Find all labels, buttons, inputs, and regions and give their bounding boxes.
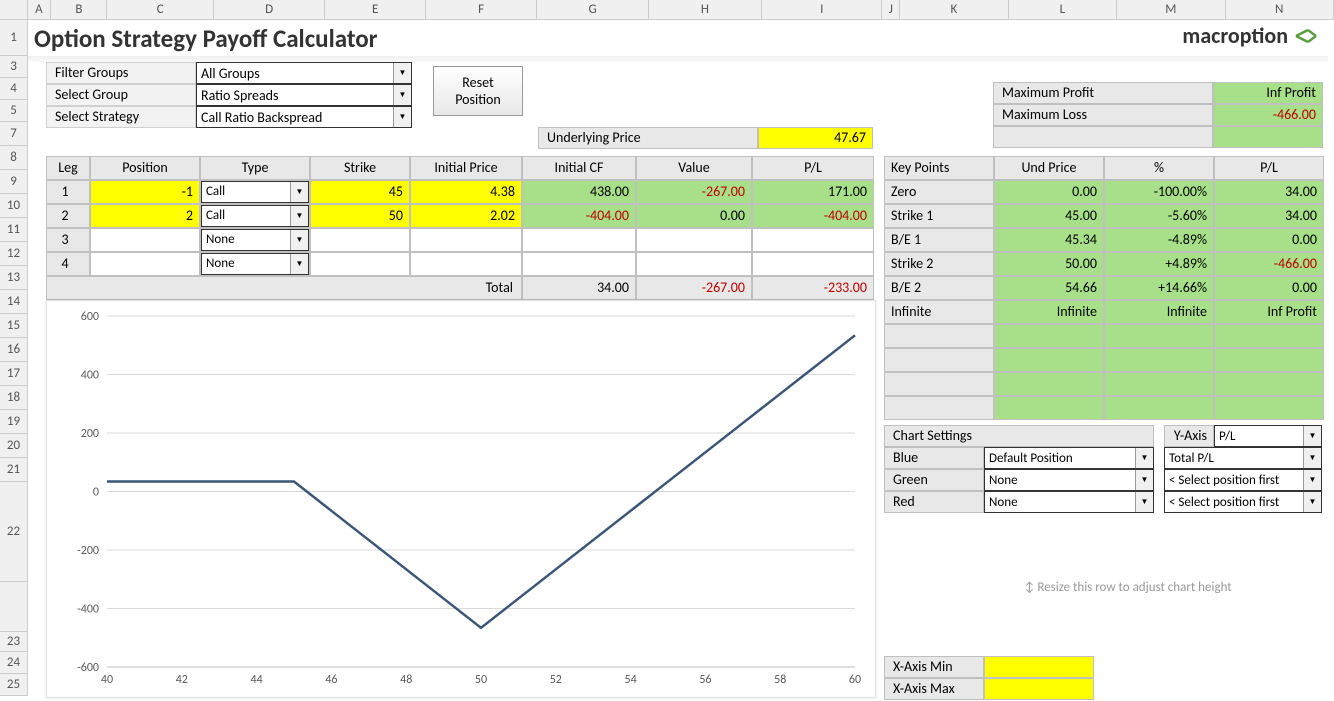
logo: macroption xyxy=(1182,22,1318,49)
chevron-down-icon: ▼ xyxy=(393,85,411,105)
chevron-down-icon: ▼ xyxy=(1303,448,1321,468)
svg-text:40: 40 xyxy=(101,673,113,687)
svg-text:44: 44 xyxy=(251,673,263,687)
yaxis-label: Y-Axis xyxy=(1164,425,1214,447)
xaxis-max-label: X-Axis Max xyxy=(884,678,984,700)
leg-type-dropdown[interactable]: Call▼ xyxy=(201,181,309,203)
leg-type-dropdown[interactable]: Call▼ xyxy=(201,205,309,227)
svg-text:0: 0 xyxy=(93,486,99,500)
select-strategy-label: Select Strategy xyxy=(46,106,196,128)
resize-note: ↕ Resize this row to adjust chart height xyxy=(928,580,1328,595)
yaxis-dropdown[interactable]: P/L ▼ xyxy=(1214,425,1322,447)
select-group-label: Select Group xyxy=(46,84,196,106)
chart-settings-label: Chart Settings xyxy=(884,425,1154,447)
svg-text:200: 200 xyxy=(81,427,99,441)
underlying-price: Underlying Price 47.67 xyxy=(538,127,873,149)
svg-text:56: 56 xyxy=(699,673,711,687)
row-headers: 134578910111213141516171819202122232425 xyxy=(0,20,28,696)
svg-text:48: 48 xyxy=(400,673,412,687)
green-right-dropdown[interactable]: < Select position first ▼ xyxy=(1164,469,1322,491)
select-strategy-dropdown[interactable]: Call Ratio Backspread ▼ xyxy=(196,106,412,128)
underlying-price-value[interactable]: 47.67 xyxy=(758,127,873,149)
chevron-down-icon: ▼ xyxy=(1303,426,1321,446)
xaxis-min-input[interactable] xyxy=(984,656,1094,678)
chevron-down-icon: ▼ xyxy=(1135,448,1153,468)
leg-type-dropdown[interactable]: None▼ xyxy=(201,253,309,275)
svg-text:400: 400 xyxy=(81,369,99,383)
filter-groups-dropdown[interactable]: All Groups ▼ xyxy=(196,62,412,84)
chart-settings: Chart Settings Y-Axis P/L ▼ Blue Default… xyxy=(884,425,1324,513)
legs-table: LegPositionTypeStrikeInitial PriceInitia… xyxy=(46,156,874,300)
underlying-price-label: Underlying Price xyxy=(538,127,758,149)
leg-type-dropdown[interactable]: None▼ xyxy=(201,229,309,251)
chevron-down-icon: ▼ xyxy=(393,63,411,83)
svg-text:46: 46 xyxy=(325,673,337,687)
svg-text:-600: -600 xyxy=(77,661,99,675)
filter-groups-label: Filter Groups xyxy=(46,62,196,84)
max-profit-label: Maximum Profit xyxy=(993,82,1213,104)
blue-right-dropdown[interactable]: Total P/L ▼ xyxy=(1164,447,1322,469)
select-group-dropdown[interactable]: Ratio Spreads ▼ xyxy=(196,84,412,106)
max-profit-value: Inf Profit xyxy=(1213,82,1323,104)
green-label: Green xyxy=(884,469,984,491)
chevron-down-icon: ▼ xyxy=(1135,492,1153,512)
total-value: -267.00 xyxy=(636,276,752,300)
svg-text:50: 50 xyxy=(475,673,487,687)
total-pl: -233.00 xyxy=(752,276,874,300)
green-left-dropdown[interactable]: None ▼ xyxy=(984,469,1154,491)
svg-text:58: 58 xyxy=(774,673,786,687)
reset-position-button[interactable]: Reset Position xyxy=(433,66,523,116)
chevron-down-icon: ▼ xyxy=(1303,492,1321,512)
max-loss-value: -466.00 xyxy=(1213,104,1323,126)
chevron-down-icon: ▼ xyxy=(393,107,411,127)
svg-text:42: 42 xyxy=(176,673,188,687)
chevron-down-icon: ▼ xyxy=(1135,470,1153,490)
svg-text:60: 60 xyxy=(849,673,861,687)
red-right-dropdown[interactable]: < Select position first ▼ xyxy=(1164,491,1322,513)
blue-left-dropdown[interactable]: Default Position ▼ xyxy=(984,447,1154,469)
keypoints-table: Key PointsUnd Price%P/L Zero0.00-100.00%… xyxy=(884,156,1324,420)
svg-text:52: 52 xyxy=(550,673,562,687)
svg-text:-200: -200 xyxy=(77,544,99,558)
xaxis-max-input[interactable] xyxy=(984,678,1094,700)
page-title: Option Strategy Payoff Calculator xyxy=(28,23,378,54)
red-left-dropdown[interactable]: None ▼ xyxy=(984,491,1154,513)
total-label: Total xyxy=(46,276,522,300)
max-loss-label: Maximum Loss xyxy=(993,104,1213,126)
payoff-chart: -600 -400 -200 0 200 400 600 40 42 44 46 48 50 52 54 56… xyxy=(46,300,876,698)
filter-block: Filter Groups All Groups ▼ Select Group … xyxy=(46,62,412,128)
xaxis-min-label: X-Axis Min xyxy=(884,656,984,678)
svg-text:-400: -400 xyxy=(77,603,99,617)
svg-text:54: 54 xyxy=(625,673,637,687)
column-headers: ABCDEFGHIJKLMN xyxy=(0,0,1334,20)
red-label: Red xyxy=(884,491,984,513)
svg-text:600: 600 xyxy=(81,310,99,324)
chevron-down-icon: ▼ xyxy=(1303,470,1321,490)
blue-label: Blue xyxy=(884,447,984,469)
total-icf: 34.00 xyxy=(522,276,636,300)
